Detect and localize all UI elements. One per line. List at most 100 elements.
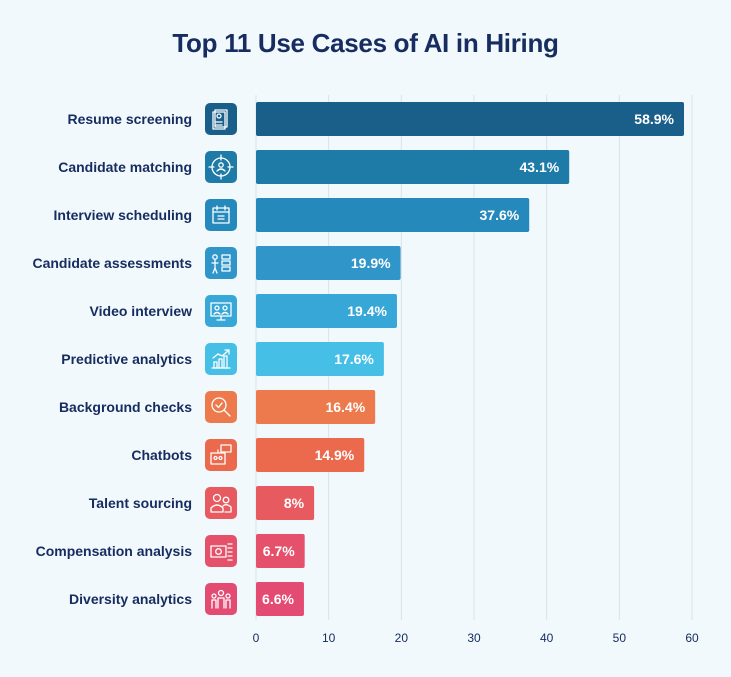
x-tick-label: 0: [253, 631, 260, 645]
icon-glyph-part: [225, 593, 231, 599]
icon-glyph-part: [222, 504, 232, 513]
value-label: 43.1%: [519, 159, 559, 175]
icon-glyph-part: [211, 599, 217, 609]
category-label: Diversity analytics: [69, 591, 192, 607]
bar-row: Background checks 16.4%: [59, 390, 376, 424]
icon-glyph-part: [227, 543, 233, 561]
value-label: 6.6%: [262, 591, 294, 607]
bar: [256, 486, 315, 520]
icon-tile: [205, 439, 237, 471]
analytics-chart-icon: [205, 343, 237, 375]
money-icon: [205, 535, 237, 567]
icon-glyph-part: [220, 444, 232, 453]
category-label: Compensation analysis: [36, 543, 193, 559]
x-tick-label: 20: [395, 631, 409, 645]
category-label: Interview scheduling: [54, 207, 192, 223]
icon-tile: [205, 247, 237, 279]
bar: [256, 390, 376, 424]
icon-glyph-part: [217, 215, 225, 220]
x-tick-label: 30: [467, 631, 481, 645]
value-label: 14.9%: [315, 447, 355, 463]
icon-glyph-part: [221, 260, 231, 266]
resume-icon: [205, 103, 237, 135]
bar: [256, 294, 397, 328]
value-label: 19.9%: [351, 255, 391, 271]
category-label: Candidate matching: [58, 159, 192, 175]
icon-tile: [205, 391, 237, 423]
bar: [256, 198, 530, 232]
icon-glyph-part: [213, 455, 218, 461]
icon-glyph-part: [211, 259, 219, 274]
icon-glyph-part: [223, 355, 228, 369]
x-tick-label: 40: [540, 631, 554, 645]
value-label: 17.6%: [334, 351, 374, 367]
x-tick-label: 60: [685, 631, 699, 645]
icon-tile: [205, 199, 237, 231]
bar-row: Chatbots 14.9%: [131, 438, 365, 472]
icon-glyph-part: [218, 455, 223, 461]
video-call-icon: [205, 295, 237, 327]
icon-glyph-part: [212, 207, 230, 224]
icon-glyph-part: [215, 548, 222, 555]
bar: [256, 342, 384, 376]
magnifier-check-icon: [205, 391, 237, 423]
icon-tile: [205, 295, 237, 327]
chatbot-icon: [205, 439, 237, 471]
icon-glyph-part: [212, 111, 226, 130]
category-label: Talent sourcing: [89, 495, 192, 511]
category-label: Candidate assessments: [32, 255, 192, 271]
bar-row: Talent sourcing 8%: [89, 486, 315, 520]
category-label: Resume screening: [68, 111, 193, 127]
value-label: 37.6%: [480, 207, 520, 223]
icon-glyph-part: [213, 311, 229, 315]
icon-tile: [205, 103, 237, 135]
icon-glyph-part: [211, 397, 227, 413]
people-icon: [205, 487, 237, 519]
value-label: 19.4%: [347, 303, 387, 319]
icon-glyph-part: [217, 597, 225, 609]
bar-row: Video interview 19.4%: [90, 294, 397, 328]
bar: [256, 150, 570, 184]
icon-glyph-part: [211, 593, 217, 599]
icon-glyph-part: [216, 168, 226, 172]
bar-row: Resume screening 58.9%: [68, 102, 685, 136]
bar: [256, 246, 401, 280]
icon-glyph-part: [212, 349, 230, 359]
value-label: 8%: [284, 495, 305, 511]
icon-glyph-part: [215, 121, 223, 126]
icon-glyph-part: [222, 305, 228, 311]
assessment-icon: [205, 247, 237, 279]
icon-glyph-part: [223, 409, 231, 417]
value-label: 6.7%: [263, 543, 295, 559]
bar-row: Compensation analysis 6.7%: [36, 534, 305, 568]
bar-row: Candidate assessments 19.9%: [32, 246, 401, 280]
bar: [256, 582, 304, 616]
icon-glyph-part: [212, 254, 218, 260]
icon-glyph-part: [218, 162, 224, 168]
bar-row: Interview scheduling 37.6%: [54, 198, 530, 232]
target-person-icon: [205, 151, 237, 183]
icon-glyph-part: [218, 358, 223, 369]
category-label: Predictive analytics: [61, 351, 192, 367]
bar-row: Diversity analytics 6.6%: [69, 582, 304, 616]
category-label: Video interview: [90, 303, 193, 319]
icon-glyph-part: [221, 254, 231, 260]
icon-glyph-part: [221, 266, 231, 272]
category-label: Background checks: [59, 399, 192, 415]
bar-row: Predictive analytics 17.6%: [61, 342, 384, 376]
icon-glyph-part: [225, 599, 231, 609]
x-tick-label: 10: [322, 631, 336, 645]
icon-glyph-part: [210, 504, 224, 513]
bar: [256, 438, 365, 472]
icon-tile: [205, 487, 237, 519]
icon-glyph-part: [216, 113, 222, 119]
icon-glyph-part: [208, 154, 234, 180]
icon-glyph-part: [222, 496, 230, 504]
icon-tile: [205, 583, 237, 615]
icon-glyph-part: [212, 493, 222, 503]
icon-glyph-part: [214, 305, 220, 311]
icon-glyph-part: [210, 545, 227, 558]
value-label: 58.9%: [634, 111, 674, 127]
